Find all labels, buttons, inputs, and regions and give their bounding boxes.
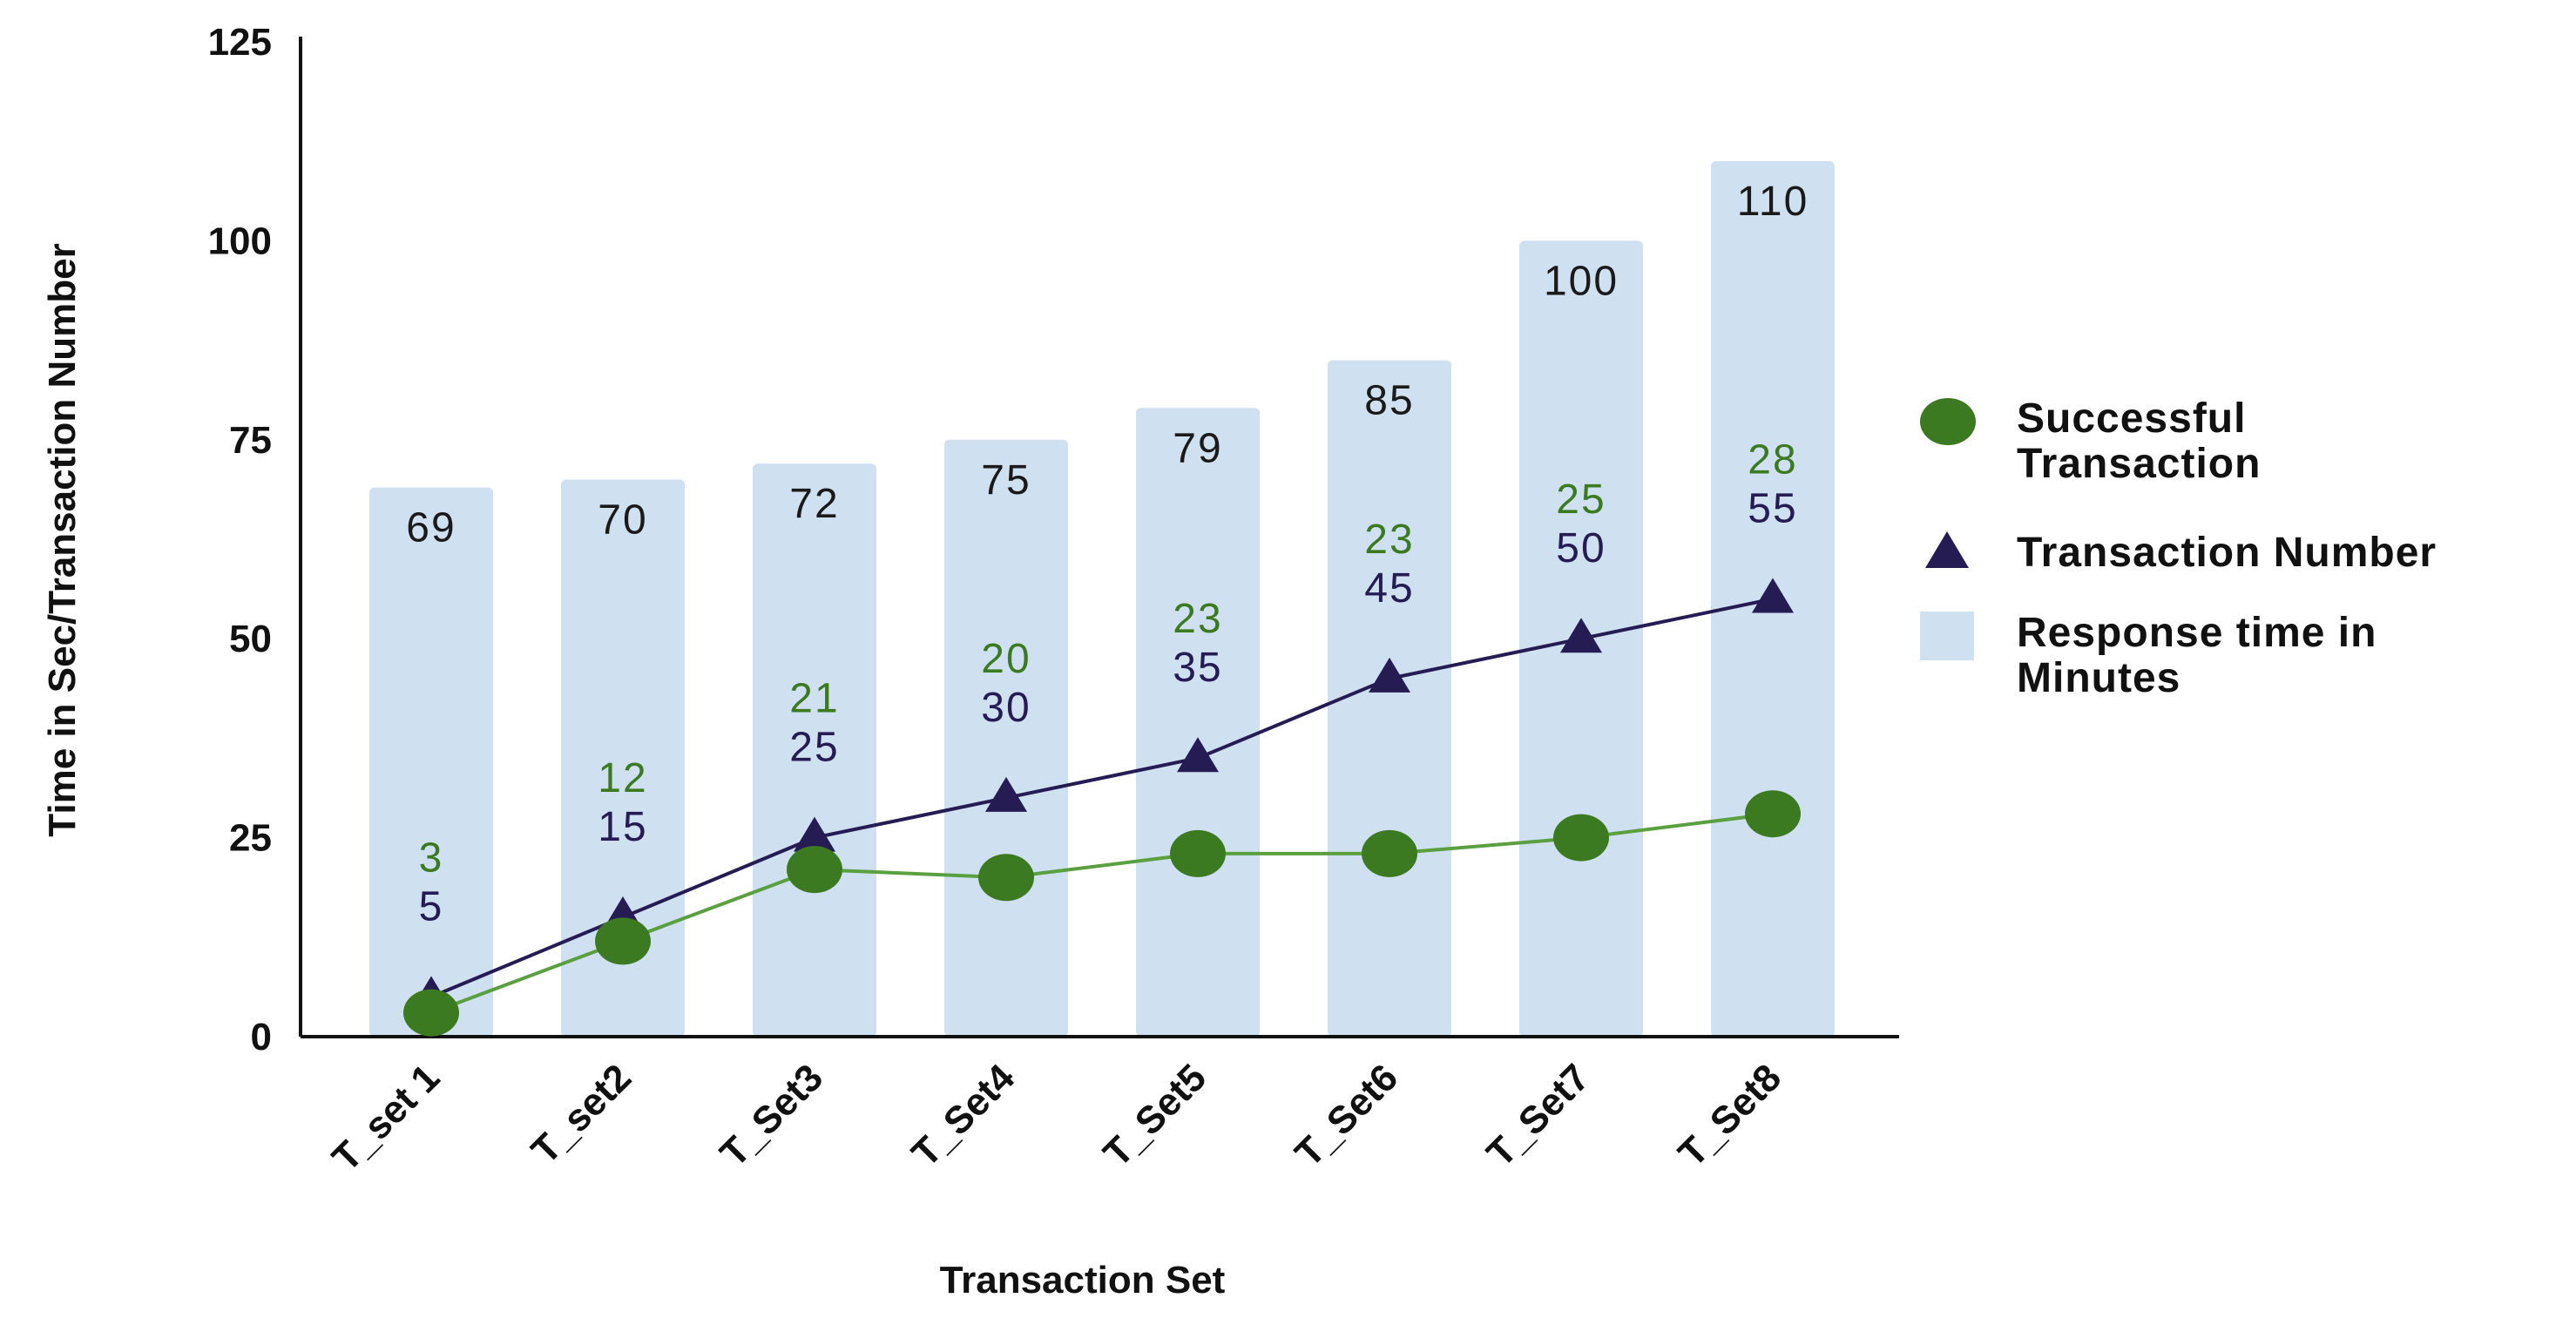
transaction-number-label-8: 55 bbox=[1748, 486, 1797, 532]
successful-transaction-line bbox=[430, 812, 1774, 1015]
successful-transaction-point-5 bbox=[1170, 829, 1226, 877]
successful-label-1: 3 bbox=[419, 835, 444, 881]
legend-label-response-time-line2: Minutes bbox=[2017, 655, 2180, 701]
successful-label-8: 28 bbox=[1748, 437, 1797, 483]
legend-marker-transaction-number bbox=[1925, 531, 1969, 568]
bar-2 bbox=[561, 479, 685, 1037]
x-tick-label-7: T_Set7 bbox=[1478, 1056, 1598, 1175]
transaction-number-point-3 bbox=[794, 816, 835, 852]
y-tick-label-25: 25 bbox=[229, 817, 272, 860]
successful-transaction-point-4 bbox=[978, 854, 1034, 902]
successful-label-4: 20 bbox=[981, 636, 1031, 682]
transaction-number-label-2: 15 bbox=[598, 804, 647, 850]
successful-label-2: 12 bbox=[598, 755, 647, 801]
bar-label-2: 70 bbox=[598, 497, 647, 543]
bar-label-8: 110 bbox=[1737, 179, 1809, 225]
bar-3 bbox=[753, 463, 876, 1037]
x-tick-label-3: T_Set3 bbox=[712, 1056, 831, 1175]
x-axis-title: Transaction Set bbox=[940, 1259, 1226, 1301]
bar-label-7: 100 bbox=[1544, 258, 1619, 304]
transaction-number-line bbox=[430, 597, 1774, 999]
transaction-number-point-8 bbox=[1752, 578, 1794, 613]
successful-transaction-point-7 bbox=[1553, 814, 1609, 862]
bar-label-1: 69 bbox=[406, 505, 456, 551]
transaction-number-label-4: 30 bbox=[981, 685, 1031, 731]
successful-transaction-point-1 bbox=[403, 989, 459, 1037]
legend-label-successful-transaction-line2: Transaction bbox=[2017, 441, 2261, 487]
bar-label-4: 75 bbox=[981, 457, 1031, 504]
x-tick-label-6: T_Set6 bbox=[1287, 1056, 1406, 1175]
lines-layer bbox=[403, 578, 1801, 1037]
legend-label-transaction-number: Transaction Number bbox=[2017, 530, 2437, 576]
bar-label-5: 79 bbox=[1173, 425, 1222, 471]
transaction-number-point-4 bbox=[985, 776, 1027, 812]
y-axis-title: Time in Sec/Transaction Number bbox=[41, 243, 84, 836]
successful-transaction-point-3 bbox=[787, 846, 842, 894]
bar-1 bbox=[369, 487, 493, 1037]
y-tick-label-50: 50 bbox=[229, 618, 272, 660]
bar-6 bbox=[1328, 360, 1451, 1037]
legend-label-successful-transaction-line1: Successful bbox=[2017, 395, 2246, 442]
y-tick-label-125: 125 bbox=[208, 21, 272, 64]
bar-4 bbox=[944, 439, 1068, 1037]
transaction-number-point-7 bbox=[1560, 618, 1602, 653]
x-tick-label-1: T_set 1 bbox=[324, 1056, 448, 1180]
bar-label-6: 85 bbox=[1364, 377, 1414, 423]
legend-marker-successful-transaction bbox=[1920, 398, 1976, 445]
x-tick-label-2: T_set2 bbox=[524, 1056, 639, 1172]
data-labels-layer: 69 70 727579851001103512152125203023352345… bbox=[406, 179, 1809, 930]
x-tick-label-5: T_Set5 bbox=[1095, 1056, 1214, 1175]
successful-transaction-point-8 bbox=[1745, 790, 1801, 838]
x-tick-label-4: T_Set4 bbox=[903, 1056, 1023, 1175]
legend-label-response-time-line1: Response time in bbox=[2017, 610, 2377, 656]
successful-label-6: 23 bbox=[1364, 517, 1414, 563]
successful-label-5: 23 bbox=[1173, 596, 1222, 642]
successful-transaction-point-2 bbox=[595, 917, 651, 965]
transaction-number-label-3: 25 bbox=[789, 725, 839, 771]
x-tick-label-8: T_Set8 bbox=[1670, 1056, 1789, 1175]
transaction-number-label-7: 50 bbox=[1556, 525, 1606, 571]
successful-label-3: 21 bbox=[789, 676, 839, 722]
successful-transaction-point-6 bbox=[1362, 829, 1417, 877]
y-tick-label-75: 75 bbox=[229, 419, 272, 462]
transaction-number-point-6 bbox=[1369, 657, 1410, 693]
legend-marker-response-time bbox=[1920, 612, 1974, 660]
transaction-number-point-5 bbox=[1177, 737, 1219, 773]
transaction-number-label-1: 5 bbox=[419, 883, 444, 930]
transaction-number-label-5: 35 bbox=[1173, 645, 1222, 691]
y-tick-label-100: 100 bbox=[208, 220, 272, 262]
bar-5 bbox=[1136, 408, 1260, 1038]
bar-label-3: 72 bbox=[789, 481, 839, 527]
y-tick-label-0: 0 bbox=[251, 1016, 272, 1058]
transaction-number-label-6: 45 bbox=[1364, 565, 1414, 612]
successful-label-7: 25 bbox=[1556, 477, 1606, 523]
